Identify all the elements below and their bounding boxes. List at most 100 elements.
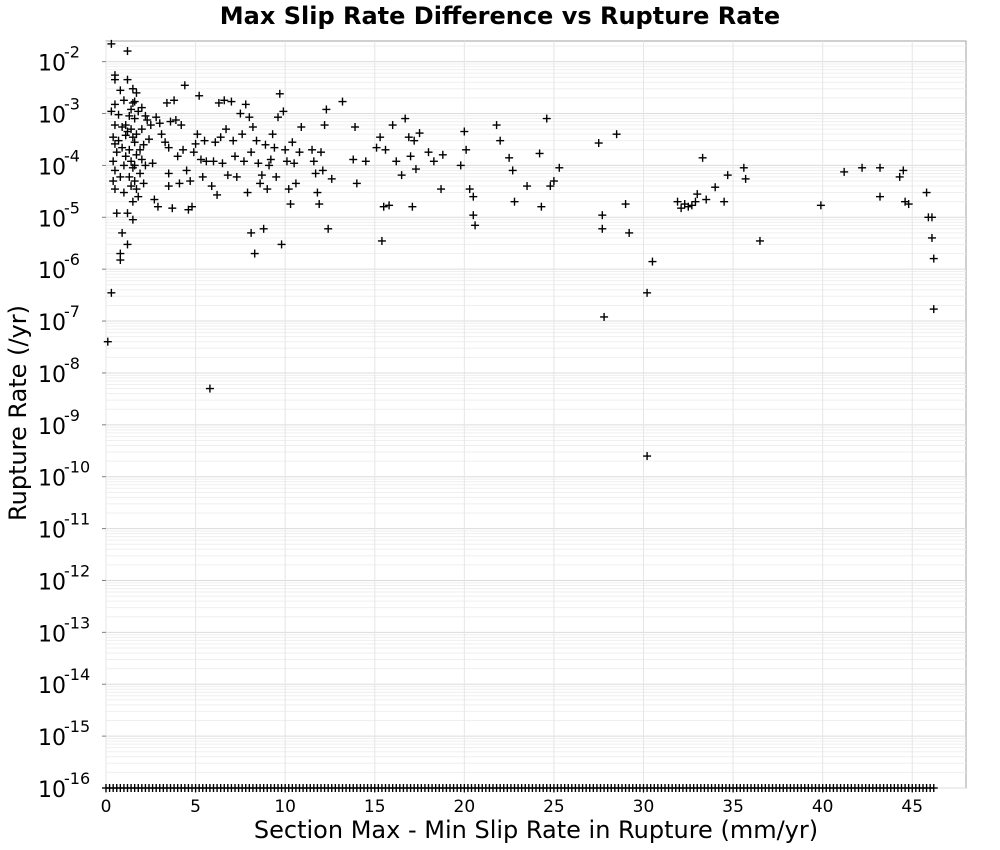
y-tick-exponent: -16	[64, 769, 90, 788]
data-point	[308, 145, 317, 154]
data-point	[929, 254, 938, 263]
x-axis-ticks: 0 5 10 15 20 25 30 35 40 45	[101, 788, 923, 817]
data-point	[462, 145, 471, 154]
data-point	[200, 136, 209, 145]
data-point	[130, 97, 139, 106]
data-point	[110, 100, 119, 109]
y-tick-label: 10	[38, 778, 66, 803]
data-point	[465, 185, 474, 194]
data-point	[109, 133, 118, 142]
data-point	[127, 157, 136, 166]
y-tick-label: 10	[38, 155, 66, 180]
data-point	[103, 337, 112, 346]
data-point	[415, 129, 424, 138]
data-point	[119, 188, 128, 197]
data-point	[164, 182, 173, 191]
chart-title: Max Slip Rate Difference vs Rupture Rate	[219, 2, 781, 30]
data-point	[277, 240, 286, 249]
data-point	[537, 202, 546, 211]
data-point	[377, 236, 386, 245]
data-point	[216, 133, 225, 142]
data-point	[505, 153, 514, 162]
data-point	[196, 155, 205, 164]
data-point	[309, 157, 318, 166]
data-point	[397, 171, 406, 180]
data-point	[157, 130, 166, 139]
y-tick-label: 10	[38, 259, 66, 284]
data-point	[927, 233, 936, 242]
data-point	[555, 163, 564, 172]
data-point	[372, 143, 381, 152]
data-point	[250, 249, 259, 258]
y-tick-label: 10	[38, 519, 66, 544]
data-point	[929, 305, 938, 314]
data-point	[211, 138, 220, 147]
data-point	[222, 125, 231, 134]
data-point	[741, 174, 750, 183]
data-point	[438, 150, 447, 159]
y-tick-exponent: -7	[64, 302, 80, 321]
data-point	[127, 182, 136, 191]
y-tick-exponent: -8	[64, 354, 80, 373]
data-point	[904, 200, 913, 209]
data-point	[164, 143, 173, 152]
data-point	[164, 169, 173, 178]
data-point	[107, 39, 116, 48]
y-tick-exponent: -14	[64, 665, 90, 684]
data-point	[252, 136, 261, 145]
y-axis-label-text: Rupture Rate (/yr)	[4, 305, 32, 521]
y-tick-exponent: -4	[64, 146, 80, 165]
data-point	[136, 169, 145, 178]
data-point	[195, 91, 204, 100]
data-point	[677, 204, 686, 213]
data-point	[275, 89, 284, 98]
data-point	[112, 209, 121, 218]
data-point	[214, 98, 223, 107]
data-point	[702, 195, 711, 204]
data-point	[109, 157, 118, 166]
data-point	[130, 114, 139, 123]
data-point	[876, 163, 884, 172]
data-point	[232, 172, 241, 181]
data-point	[180, 81, 189, 90]
data-point	[291, 179, 300, 188]
data-point	[137, 103, 146, 112]
data-point	[143, 116, 152, 125]
data-point	[116, 256, 125, 265]
data-point	[123, 240, 132, 249]
data-point	[139, 140, 148, 149]
y-tick-label: 10	[38, 570, 66, 595]
data-point	[130, 161, 139, 170]
data-point	[274, 113, 282, 122]
data-point	[315, 200, 324, 209]
data-point	[739, 163, 748, 172]
data-point	[207, 182, 216, 191]
data-point	[130, 138, 139, 147]
data-point	[150, 195, 159, 204]
data-point	[684, 202, 693, 211]
y-tick-exponent: -12	[64, 561, 90, 580]
data-point	[170, 96, 179, 105]
data-point	[469, 192, 478, 201]
data-point	[259, 224, 268, 233]
data-point	[254, 159, 263, 168]
data-point	[612, 130, 621, 139]
data-point	[132, 130, 141, 139]
data-point	[123, 209, 132, 218]
data-point	[508, 166, 517, 175]
x-tick-label: 15	[364, 797, 386, 817]
data-point	[145, 135, 153, 144]
data-point	[189, 148, 198, 157]
data-point	[510, 197, 519, 206]
data-point	[338, 97, 347, 106]
data-point	[125, 111, 134, 120]
data-point	[643, 452, 652, 461]
data-point	[840, 167, 849, 176]
data-point	[317, 148, 325, 157]
data-point	[110, 166, 119, 175]
data-point	[118, 122, 127, 131]
x-tick-label: 10	[274, 797, 296, 817]
data-point	[284, 185, 293, 194]
data-point	[141, 111, 150, 120]
